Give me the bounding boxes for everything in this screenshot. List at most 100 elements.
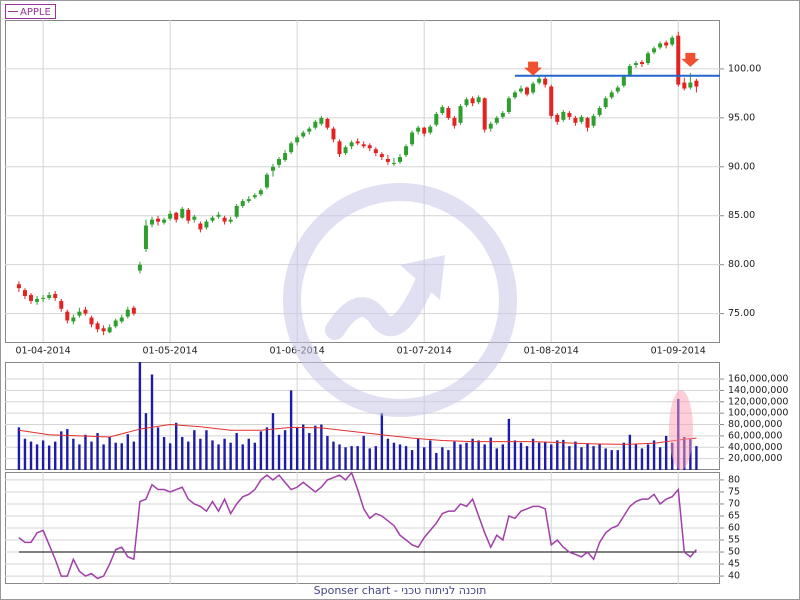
candle-body [349, 142, 354, 147]
y-tick-label: 70 [728, 498, 740, 509]
volume-bar [350, 446, 353, 470]
volume-bar [447, 450, 450, 470]
volume-bar [465, 442, 468, 470]
x-tick-label: 01-08-2014 [524, 346, 579, 357]
candle-body [543, 78, 548, 85]
volume-bar [580, 447, 583, 470]
rsi-line [18, 471, 697, 580]
candle-body [307, 128, 312, 132]
volume-bar [531, 438, 535, 470]
volume-bar [622, 442, 626, 470]
candle-body [518, 88, 523, 92]
candle-body [500, 112, 505, 117]
volume-bar [211, 440, 214, 470]
y-tick-label: 55 [728, 535, 740, 546]
candle-body [168, 213, 173, 219]
candle-body [174, 212, 179, 220]
volume-bar [616, 450, 619, 470]
y-tick-label: 60,000,000 [728, 430, 782, 441]
volume-bar [308, 433, 311, 470]
candle-body [639, 62, 644, 65]
candle-body [398, 157, 403, 162]
candle-body [77, 311, 82, 316]
candle-body [652, 48, 657, 53]
volume-bar [199, 438, 202, 470]
volume-bar [41, 440, 45, 470]
volume-bar [471, 438, 474, 470]
volume-bar [253, 442, 257, 470]
volume-bar [162, 437, 166, 470]
volume-bar [423, 447, 426, 470]
volume-bar [193, 430, 196, 470]
candle-body [512, 92, 517, 98]
volume-bar [132, 441, 136, 470]
y-tick-label: 100.00 [728, 63, 761, 74]
volume-bar [217, 444, 220, 470]
candle-body [367, 145, 372, 149]
volume-bar [404, 446, 408, 470]
y-tick-label: 75 [728, 486, 740, 497]
candle-body [494, 117, 499, 123]
candle-body [180, 208, 185, 218]
volume-bar [507, 418, 511, 470]
candle-body [446, 108, 451, 118]
candle-body [476, 97, 481, 103]
candle-body [246, 199, 251, 202]
volume-bar [302, 424, 305, 470]
volume-bar [54, 441, 57, 470]
candle-body [615, 87, 620, 92]
candle-body [379, 154, 384, 158]
volume-bar [78, 444, 81, 470]
volume-bar [658, 447, 662, 470]
volume-bar [435, 452, 438, 470]
volume-bar [247, 438, 250, 470]
footer: Sponser chart - תוכנה לניתוח טכני [314, 584, 487, 597]
candle-body [162, 219, 167, 223]
x-tick-label: 01-07-2014 [397, 346, 452, 357]
candle-body [506, 98, 511, 112]
volume-bar [156, 427, 160, 470]
candle-body [83, 309, 88, 314]
price-panel [5, 20, 720, 343]
watermark-ring [283, 183, 517, 417]
candle-body [549, 86, 554, 116]
candle-body [16, 284, 21, 289]
candle-body [567, 112, 572, 117]
y-tick-label: 75.00 [728, 308, 755, 319]
candle-body [295, 137, 300, 143]
y-tick-label: 80 [728, 474, 740, 485]
volume-bar [652, 440, 656, 470]
candle-body [301, 132, 306, 137]
candle-body [270, 166, 275, 171]
moving-average [18, 424, 697, 445]
volume-bar [695, 446, 698, 470]
volume-bar [453, 441, 456, 470]
volume-bar [562, 439, 565, 470]
volume-bar [138, 362, 142, 470]
candle-body [482, 98, 487, 130]
candle-body [331, 128, 336, 140]
candle-body [22, 290, 27, 296]
candle-body [531, 83, 536, 93]
volume-bar [664, 435, 668, 470]
candle-body [258, 190, 263, 195]
volume-bar [501, 444, 505, 470]
candle-body [688, 82, 693, 88]
volume-bar [144, 413, 148, 470]
volume-bar [537, 442, 541, 470]
volume-bar [271, 413, 275, 470]
y-tick-label: 100,000,000 [728, 408, 788, 419]
volume-bar [556, 440, 559, 470]
volume-bar [410, 450, 414, 470]
candle-body [488, 123, 493, 129]
volume-bar [265, 427, 269, 470]
candle-body [137, 264, 142, 271]
volume-bar [181, 437, 184, 470]
candle-body [428, 126, 433, 133]
volume-bar [368, 448, 371, 470]
volume-bar [338, 444, 341, 470]
volume-bar [84, 434, 87, 470]
candle-body [156, 218, 161, 222]
legend-label: APPLE [20, 7, 51, 18]
candle-body [627, 66, 632, 75]
